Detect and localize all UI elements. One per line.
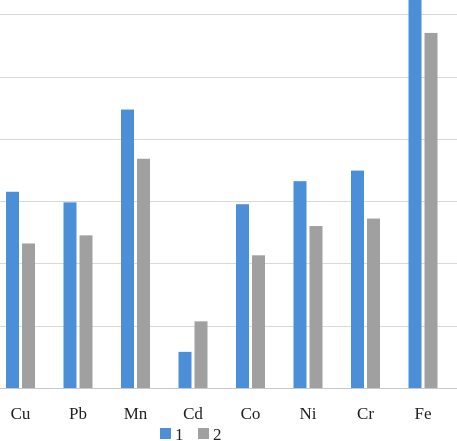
bar-2-cd: [194, 321, 208, 388]
bar-2-co: [252, 255, 265, 388]
x-tick-label: Fe: [415, 404, 432, 423]
bar-1-co: [236, 204, 249, 388]
legend-label-2: 2: [213, 425, 222, 441]
bar-2-fe: [424, 32, 438, 389]
bar-1-fe: [408, 0, 422, 389]
bar-1-mn: [121, 109, 134, 388]
x-tick-label: Pb: [69, 404, 87, 423]
bar-2-pb: [79, 235, 93, 388]
legend-swatch-1: [160, 428, 171, 439]
bar-2-ni: [309, 226, 323, 388]
bar-1-pb: [63, 202, 77, 388]
bar-1-cd: [178, 351, 192, 388]
x-tick-label: Ni: [300, 404, 317, 423]
x-tick-label: Cr: [357, 404, 374, 423]
bar-1-cr: [351, 170, 364, 388]
legend-swatch-2: [198, 428, 209, 439]
legend-label-1: 1: [175, 425, 184, 441]
bar-1-ni: [293, 181, 307, 388]
bar-1-cu: [6, 191, 19, 388]
bars: [6, 0, 438, 389]
bar-2-cr: [367, 218, 380, 388]
x-tick-label: Co: [241, 404, 261, 423]
bar-2-cu: [22, 243, 35, 388]
x-tick-labels: Cu Pb Mn Cd Co Ni Cr Fe: [11, 404, 432, 423]
x-tick-label: Cu: [11, 404, 31, 423]
bar-2-mn: [137, 158, 150, 388]
x-tick-label: Mn: [124, 404, 148, 423]
x-tick-label: Cd: [183, 404, 203, 423]
